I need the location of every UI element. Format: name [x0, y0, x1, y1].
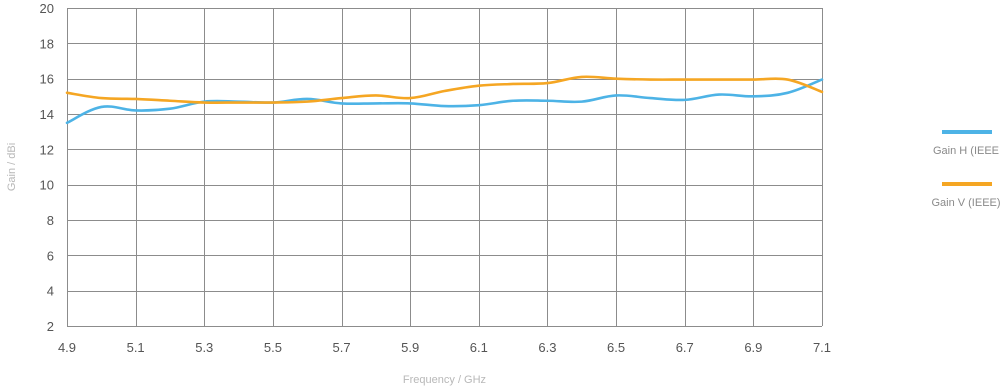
y-tick-label: 20 [40, 1, 54, 16]
legend: Gain H (IEEE Gain V (IEEE) [931, 130, 1001, 209]
x-axis-title: Frequency / GHz [403, 374, 486, 386]
legend-label-gain-h: Gain H (IEEE [933, 145, 999, 157]
y-tick-label: 12 [40, 142, 54, 157]
y-tick-label: 2 [47, 319, 54, 334]
x-tick-label: 5.3 [195, 340, 213, 355]
series-layer [65, 75, 824, 125]
legend-label-gain-v: Gain V (IEEE) [931, 197, 1000, 209]
x-tick-label: 6.5 [607, 340, 625, 355]
y-tick-label: 14 [40, 107, 54, 122]
x-tick-label: 6.3 [538, 340, 556, 355]
x-tick-label: 7.1 [813, 340, 831, 355]
y-tick-label: 8 [47, 213, 54, 228]
x-tick-label: 5.9 [401, 340, 419, 355]
y-tick-label: 16 [40, 72, 54, 87]
y-tick-label: 18 [40, 36, 54, 51]
x-tick-label: 6.9 [744, 340, 762, 355]
x-tick-label: 4.9 [58, 340, 76, 355]
x-tick-label: 5.5 [264, 340, 282, 355]
y-tick-label: 4 [47, 284, 54, 299]
x-tick-label: 6.7 [676, 340, 694, 355]
x-tick-label: 5.1 [127, 340, 145, 355]
series-line-gain-v [65, 75, 824, 104]
y-tick-label: 10 [40, 178, 54, 193]
grid [67, 8, 823, 327]
x-axis-ticks: 4.9 5.1 5.3 5.5 5.7 5.9 6.1 6.3 6.5 6.7 6.9 7.1 [58, 340, 831, 355]
y-axis-title: Gain / dBi [6, 143, 18, 191]
y-axis-ticks: 20 18 16 14 12 10 8 6 4 2 [40, 1, 54, 334]
x-tick-label: 6.1 [470, 340, 488, 355]
x-tick-label: 5.7 [333, 340, 351, 355]
y-tick-label: 6 [47, 248, 54, 263]
